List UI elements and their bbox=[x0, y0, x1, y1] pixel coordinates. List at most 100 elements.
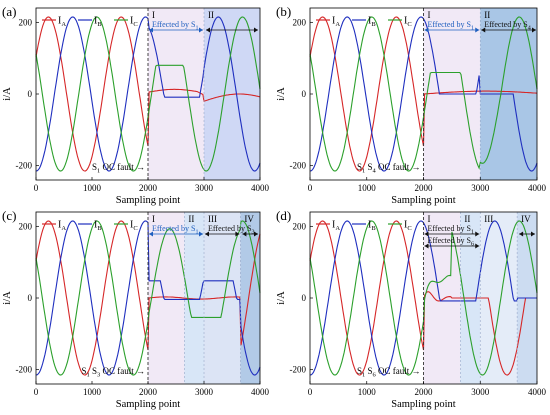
x-tick-label: 1000 bbox=[358, 387, 377, 397]
panel-a: 0 1000 2000 3000 4000 -200 0 200 Sampling point i… bbox=[2, 4, 270, 206]
legend-label-ib: IB​ bbox=[94, 220, 102, 233]
panel-label: (d) bbox=[276, 208, 291, 223]
effect-label: Effected by S1​ bbox=[152, 20, 199, 32]
y-tick-label: 200 bbox=[19, 221, 33, 231]
effect-arrow-head-left bbox=[149, 27, 153, 33]
y-tick-label: 0 bbox=[28, 293, 33, 303]
legend-label-ia: IA​ bbox=[332, 220, 340, 233]
y-tick-label: 200 bbox=[293, 221, 307, 231]
effect-label: Effected by S6​ bbox=[428, 236, 475, 248]
legend-label-ic: IC​ bbox=[404, 220, 412, 233]
x-tick-label: 4000 bbox=[528, 387, 547, 397]
x-tick-label: 3000 bbox=[471, 183, 490, 193]
legend: IA​ IB​ IC​ bbox=[316, 16, 412, 29]
legend-label-ia: IA​ bbox=[58, 220, 66, 233]
x-axis-label: Sampling point bbox=[116, 195, 181, 206]
series-ic bbox=[35, 220, 261, 376]
effect-label: Effected by S1​ bbox=[428, 224, 475, 236]
x-tick-label: 2000 bbox=[139, 183, 158, 193]
y-tick-label: 200 bbox=[19, 17, 33, 27]
x-tick-label: 4000 bbox=[528, 183, 547, 193]
legend-label-ic: IC​ bbox=[404, 16, 412, 29]
y-axis-label: i/A bbox=[276, 87, 287, 101]
region-label-I: I bbox=[428, 214, 431, 224]
y-tick-label: -200 bbox=[290, 161, 307, 171]
region-arrow-head-left bbox=[206, 27, 210, 33]
effect-arrow-head-left bbox=[424, 231, 429, 237]
legend-label-ib: IB​ bbox=[368, 16, 376, 29]
effect-arrow-head-right bbox=[199, 27, 203, 33]
series-ic bbox=[35, 16, 261, 172]
x-tick-label: 1000 bbox=[358, 183, 377, 193]
effect-label: Effected by S1​ bbox=[152, 224, 199, 236]
effect-label: Effected by S4​ bbox=[484, 20, 531, 32]
legend-label-ib: IB​ bbox=[368, 220, 376, 233]
panel-label: (c) bbox=[2, 208, 16, 223]
y-tick-label: -200 bbox=[16, 161, 33, 171]
region-label-II: II bbox=[188, 214, 194, 224]
y-axis-label: i/A bbox=[2, 291, 13, 305]
effect-label: Effected by S1​ bbox=[428, 20, 475, 32]
fault-annotation: S1​ OC fault → bbox=[92, 162, 145, 175]
region-label-III: III bbox=[484, 214, 493, 224]
region-label-I: I bbox=[428, 10, 431, 20]
x-axis-label: Sampling point bbox=[391, 195, 456, 206]
region-label-IV: IV bbox=[521, 214, 531, 224]
region-arrow-head-right bbox=[531, 231, 535, 237]
region-I bbox=[148, 8, 204, 180]
effect-label: Effected by S3​ bbox=[208, 224, 255, 236]
x-tick-label: 2000 bbox=[415, 387, 434, 397]
y-axis-label: i/A bbox=[276, 291, 287, 305]
x-tick-label: 3000 bbox=[195, 183, 214, 193]
x-tick-label: 0 bbox=[34, 387, 39, 397]
panel-label: (b) bbox=[276, 4, 291, 19]
region-label-IV: IV bbox=[244, 214, 254, 224]
y-tick-label: -200 bbox=[290, 365, 307, 375]
x-tick-label: 1000 bbox=[83, 387, 102, 397]
y-tick-label: 200 bbox=[293, 17, 307, 27]
fault-annotation: S1​ S6​ OC fault → bbox=[357, 366, 421, 379]
x-tick-label: 4000 bbox=[251, 387, 270, 397]
region-label-II: II bbox=[464, 214, 470, 224]
y-axis-label: i/A bbox=[2, 87, 13, 101]
region-II bbox=[184, 212, 204, 384]
x-tick-label: 2000 bbox=[415, 183, 434, 193]
legend-label-ic: IC​ bbox=[130, 16, 138, 29]
region-arrow-head-left bbox=[519, 231, 524, 237]
effect-arrow-head-right bbox=[532, 27, 536, 33]
y-tick-label: 0 bbox=[302, 89, 307, 99]
x-axis-label: Sampling point bbox=[391, 399, 456, 410]
effect-arrow-head-right bbox=[475, 231, 480, 237]
legend-label-ia: IA​ bbox=[332, 16, 340, 29]
legend-label-ia: IA​ bbox=[58, 16, 66, 29]
effect-arrow-head-left bbox=[424, 27, 429, 33]
panel-b: 0 1000 2000 3000 4000 -200 0 200 Sampling point i… bbox=[276, 4, 547, 206]
x-tick-label: 4000 bbox=[251, 183, 270, 193]
legend-label-ic: IC​ bbox=[130, 220, 138, 233]
region-label-II: II bbox=[484, 10, 490, 20]
effect-arrow-head-left bbox=[205, 231, 209, 237]
effect-arrow-head-left bbox=[149, 231, 153, 237]
effect-arrow-head-right bbox=[235, 231, 240, 237]
x-axis-label: Sampling point bbox=[116, 399, 181, 410]
x-tick-label: 3000 bbox=[471, 387, 490, 397]
x-tick-label: 1000 bbox=[83, 183, 102, 193]
region-label-I: I bbox=[152, 10, 155, 20]
legend-label-ib: IB​ bbox=[94, 16, 102, 29]
effect-arrow-head-right bbox=[475, 243, 480, 249]
effect-arrow-head-left bbox=[424, 243, 429, 249]
panel-d: 0 1000 2000 3000 4000 -200 0 200 Sampling point i… bbox=[276, 208, 547, 410]
fault-annotation: S1​ S3​ OC fault → bbox=[81, 366, 145, 379]
legend: IA​ IB​ IC​ bbox=[42, 16, 138, 29]
panel-label: (a) bbox=[2, 4, 16, 19]
panel-c: 0 1000 2000 3000 4000 -200 0 200 Sampling point i… bbox=[2, 208, 270, 410]
x-tick-label: 0 bbox=[34, 183, 39, 193]
x-tick-label: 0 bbox=[308, 183, 313, 193]
legend: IA​ IB​ IC​ bbox=[42, 220, 138, 233]
region-arrow-head-right bbox=[254, 27, 258, 33]
effect-arrow-head-right bbox=[199, 231, 203, 237]
legend: IA​ IB​ IC​ bbox=[316, 220, 412, 233]
series-ic bbox=[309, 220, 538, 376]
region-arrow-head-left bbox=[242, 231, 247, 237]
